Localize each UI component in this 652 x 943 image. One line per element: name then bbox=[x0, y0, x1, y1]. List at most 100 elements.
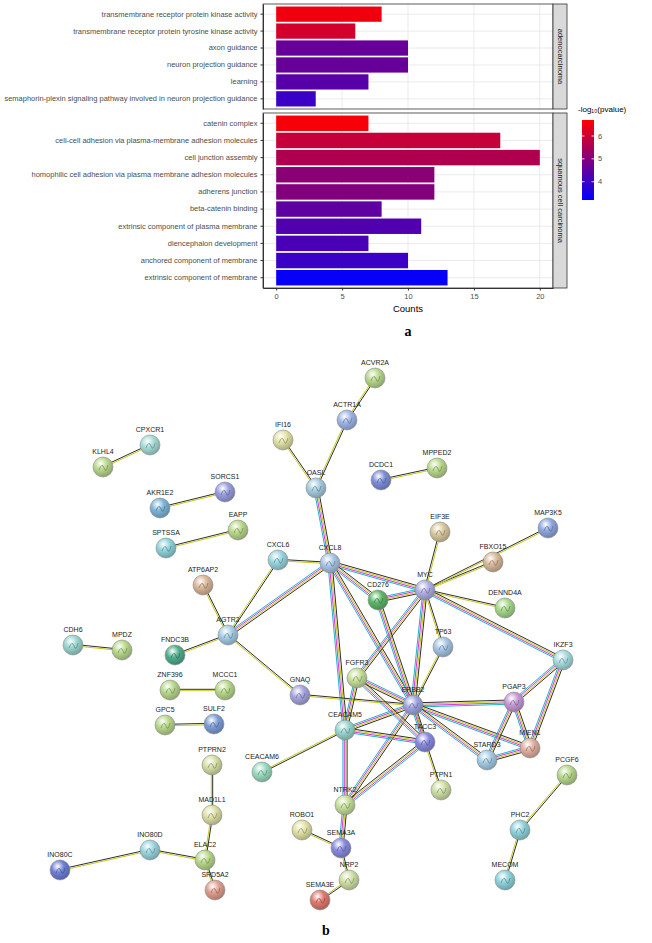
node-circle bbox=[365, 368, 385, 388]
node: IKZF3 bbox=[553, 641, 573, 670]
node-label: PCGF6 bbox=[555, 756, 578, 763]
node-structure bbox=[234, 528, 243, 533]
node-structure bbox=[208, 763, 217, 768]
node-structure bbox=[166, 688, 175, 693]
tick-mark bbox=[261, 31, 264, 32]
color-bar-label: 4 bbox=[598, 177, 602, 186]
tick-mark bbox=[342, 288, 343, 291]
node: PTPRN2 bbox=[198, 746, 226, 775]
node: KLHL4 bbox=[92, 448, 114, 477]
edge-strand bbox=[227, 561, 329, 633]
node-label: AGTR2 bbox=[216, 616, 239, 623]
edge-strand bbox=[262, 731, 345, 773]
node-label: ACVR2A bbox=[361, 359, 389, 366]
bar bbox=[276, 91, 316, 106]
node-circle bbox=[347, 668, 367, 688]
node-structure bbox=[201, 858, 210, 863]
node-label: AKR1E2 bbox=[147, 489, 174, 496]
edge-strand bbox=[344, 740, 424, 803]
tick-mark bbox=[408, 288, 409, 291]
node: EAPP bbox=[228, 511, 248, 540]
node-label: SORCS1 bbox=[211, 473, 240, 480]
edge-strand bbox=[424, 592, 562, 662]
node: ELAC2 bbox=[194, 841, 216, 870]
edge bbox=[227, 560, 278, 636]
tick: learning bbox=[231, 77, 263, 86]
node: ACVR2A bbox=[361, 359, 389, 388]
axis-line bbox=[263, 5, 264, 110]
node-circle bbox=[63, 635, 83, 655]
color-bar-tick bbox=[592, 181, 595, 182]
node: PCGF6 bbox=[555, 756, 578, 785]
node: GPC5 bbox=[155, 706, 175, 735]
node-label: IKZF3 bbox=[553, 641, 572, 648]
node-circle bbox=[495, 598, 515, 618]
node-label: CEACAM5 bbox=[328, 711, 362, 718]
edge bbox=[315, 420, 347, 489]
node-structure bbox=[156, 506, 165, 511]
node-structure bbox=[279, 438, 288, 443]
node-circle bbox=[155, 715, 175, 735]
node: SORCS1 bbox=[211, 473, 240, 502]
edge-strand bbox=[425, 591, 563, 661]
node-label: SULF2 bbox=[203, 705, 225, 712]
node-circle bbox=[331, 838, 351, 858]
node-label: TP63 bbox=[435, 628, 452, 635]
node: MCCC1 bbox=[213, 671, 238, 700]
node-circle bbox=[368, 590, 388, 610]
node-label: ERBB2 bbox=[402, 686, 425, 693]
edge bbox=[345, 728, 426, 744]
tick: 20 bbox=[536, 288, 544, 301]
edge bbox=[60, 849, 150, 870]
edge-strand bbox=[229, 565, 331, 637]
node-label: PTPN1 bbox=[430, 771, 453, 778]
edge-strand bbox=[412, 707, 486, 762]
node-structure bbox=[296, 693, 305, 698]
edge-strand bbox=[357, 677, 425, 741]
node-circle bbox=[335, 795, 355, 815]
node-circle bbox=[430, 522, 450, 542]
node-circle bbox=[252, 762, 272, 782]
node-circle bbox=[112, 640, 132, 660]
tick-mark bbox=[261, 81, 264, 82]
tick: 10 bbox=[404, 288, 412, 301]
tick: 0 bbox=[275, 288, 279, 301]
bar bbox=[276, 23, 355, 38]
strip bbox=[553, 113, 567, 288]
color-bar-tick bbox=[582, 181, 585, 182]
node-label: DENND4A bbox=[488, 589, 522, 596]
panel-b: ACVR2AACTR1AIFI16OASLKLHL4CPXCR1DCDC1MPP… bbox=[47, 359, 578, 910]
node: ZNF396 bbox=[157, 671, 182, 700]
node: DENND4A bbox=[488, 589, 522, 618]
facet: catenin complexcell-cell adhesion via pl… bbox=[32, 113, 567, 289]
bars bbox=[276, 7, 408, 107]
edge-strand bbox=[328, 563, 343, 730]
node-circle bbox=[268, 550, 288, 570]
edge-strand bbox=[426, 588, 564, 658]
node-structure bbox=[345, 878, 354, 883]
bar bbox=[276, 150, 540, 165]
tick-mark bbox=[276, 288, 277, 291]
node: SRD5A2 bbox=[201, 871, 228, 900]
panel-a: transmembrane receptor protein kinase ac… bbox=[4, 4, 626, 314]
tick-label: diencephalon development bbox=[168, 239, 259, 248]
tick-label: learning bbox=[231, 77, 258, 86]
facet: transmembrane receptor protein kinase ac… bbox=[4, 4, 567, 110]
node: INO80C bbox=[47, 851, 72, 880]
node: CEACAM5 bbox=[328, 711, 362, 740]
node-structure bbox=[221, 688, 230, 693]
node: CEACAM6 bbox=[245, 753, 279, 782]
node-label: MPDZ bbox=[112, 631, 133, 638]
node: TP63 bbox=[433, 628, 453, 657]
figure: transmembrane receptor protein kinase ac… bbox=[0, 0, 652, 943]
node-structure bbox=[501, 878, 510, 883]
edge-strand bbox=[345, 732, 425, 744]
tick: transmembrane receptor protein tyrosine … bbox=[73, 26, 263, 35]
node-label: PGAP3 bbox=[502, 683, 525, 690]
node-structure bbox=[489, 560, 498, 565]
tick-label: semaphorin-plexin signaling pathway invo… bbox=[4, 94, 257, 103]
node-structure bbox=[274, 558, 283, 563]
tick-label: axon guidance bbox=[209, 43, 258, 52]
node-label: ACTR1A bbox=[333, 401, 361, 408]
node-circle bbox=[193, 575, 213, 595]
